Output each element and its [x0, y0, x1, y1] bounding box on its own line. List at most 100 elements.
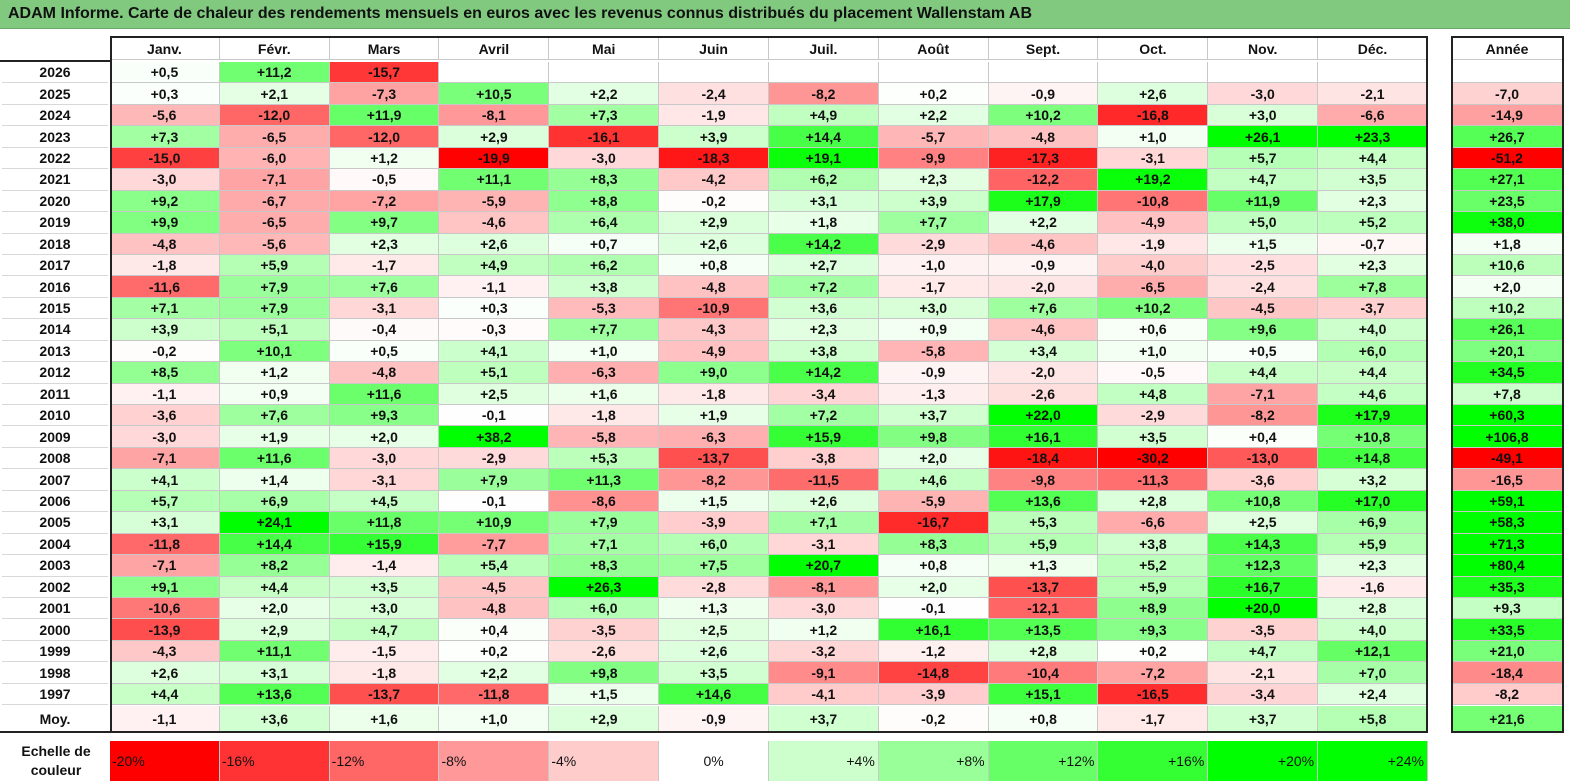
- heatmap-cell: +7,3: [549, 104, 660, 127]
- heatmap-cell: +11,1: [219, 640, 330, 663]
- heatmap-cell: -3,6: [1208, 469, 1319, 491]
- heatmap-cell: +1,6: [549, 383, 660, 406]
- heatmap-cell: -5,7: [878, 126, 989, 148]
- row-label-year: 2010: [2, 405, 108, 427]
- row-label-year: 2022: [2, 148, 108, 170]
- heatmap-cell: +3,6: [768, 297, 879, 320]
- heatmap-cell: [1098, 62, 1209, 84]
- row-label-year: 2023: [2, 126, 108, 148]
- heatmap-cell: -3,1: [329, 469, 440, 491]
- heatmap-cell: -6,0: [219, 147, 330, 170]
- annual-cell: +38,0: [1451, 212, 1564, 234]
- heatmap-cell: -4,2: [659, 169, 769, 191]
- heatmap-cell: -2,5: [1208, 254, 1319, 277]
- heatmap-cell: +7,1: [110, 297, 220, 320]
- heatmap-cell: +5,7: [1208, 147, 1319, 170]
- heatmap-cell: -0,1: [439, 405, 550, 427]
- heatmap-cell: +2,1: [219, 83, 330, 105]
- row-label-year: 2004: [2, 534, 108, 556]
- heatmap-cell: -2,0: [988, 362, 1099, 384]
- average-cell: +5,8: [1318, 706, 1428, 733]
- heatmap-cell: +14,4: [219, 533, 330, 556]
- heatmap-cell: +7,9: [549, 512, 660, 534]
- heatmap-cell: -2,8: [659, 576, 769, 598]
- row-label-year: 2003: [2, 555, 108, 577]
- heatmap-cell: +0,2: [1098, 640, 1209, 663]
- annual-cell: +10,6: [1451, 254, 1564, 277]
- heatmap-cell: +3,8: [1098, 533, 1209, 556]
- chart-title: ADAM Informe. Carte de chaleur des rende…: [8, 5, 1033, 22]
- heatmap-cell: +3,4: [988, 340, 1099, 363]
- heatmap-cell: -10,8: [1098, 190, 1209, 213]
- row-label-year: 2009: [2, 426, 108, 448]
- heatmap-cell: -6,6: [1098, 512, 1209, 534]
- heatmap-cell: +2,2: [549, 83, 660, 105]
- heatmap-cell: -14,8: [878, 662, 989, 684]
- heatmap-cell: +5,7: [110, 490, 220, 513]
- average-cell: -1,1: [110, 706, 220, 733]
- heatmap-cell: -8,1: [439, 104, 550, 127]
- heatmap-cell: -3,4: [1208, 683, 1319, 706]
- heatmap-cell: -3,0: [768, 598, 879, 620]
- heatmap-cell: -4,9: [659, 340, 769, 363]
- month-header: Juin: [659, 38, 769, 60]
- heatmap-cell: +2,3: [768, 319, 879, 341]
- annual-cell: +1,8: [1451, 233, 1564, 255]
- heatmap-cell: +2,6: [659, 233, 769, 255]
- heatmap-cell: +2,5: [439, 383, 550, 406]
- heatmap-cell: -11,5: [768, 469, 879, 491]
- heatmap-cell: -1,9: [659, 104, 769, 127]
- heatmap-cell: +1,4: [219, 469, 330, 491]
- row-label-year: 1999: [2, 641, 108, 663]
- heatmap-cell: -7,2: [329, 190, 440, 213]
- heatmap-cell: -7,1: [110, 447, 220, 470]
- heatmap-cell: +11,6: [329, 383, 440, 406]
- color-scale-swatch: +20%: [1208, 741, 1319, 781]
- heatmap-cell: -3,9: [878, 683, 989, 706]
- annual-cell: +35,3: [1451, 576, 1564, 598]
- heatmap-cell: +0,4: [439, 619, 550, 641]
- heatmap-cell: -1,2: [878, 640, 989, 663]
- heatmap-cell: -5,8: [549, 426, 660, 448]
- row-label-year: 2013: [2, 341, 108, 363]
- heatmap-cell: -5,3: [549, 297, 660, 320]
- heatmap-cell: -5,9: [439, 190, 550, 213]
- heatmap-cell: +11,3: [549, 469, 660, 491]
- heatmap-cell: -13,7: [988, 576, 1099, 598]
- heatmap-cell: +9,3: [329, 405, 440, 427]
- color-scale-swatch: -16%: [219, 741, 330, 781]
- heatmap-cell: +1,5: [659, 490, 769, 513]
- heatmap-cell: +9,8: [878, 426, 989, 448]
- row-label-year: 2016: [2, 276, 108, 298]
- heatmap-cell: +2,5: [659, 619, 769, 641]
- heatmap-cell: +1,9: [659, 405, 769, 427]
- heatmap-cell: +6,2: [768, 169, 879, 191]
- heatmap-cell: +8,3: [878, 533, 989, 556]
- heatmap-cell: +7,8: [1318, 276, 1428, 298]
- color-scale-swatch: -20%: [110, 741, 220, 781]
- heatmap-cell: +38,2: [439, 426, 550, 448]
- heatmap-cell: -3,0: [549, 147, 660, 170]
- heatmap-cell: -1,1: [110, 383, 220, 406]
- heatmap-cell: -8,1: [768, 576, 879, 598]
- heatmap-cell: -12,0: [219, 104, 330, 127]
- heatmap-cell: -2,6: [549, 640, 660, 663]
- color-scale-swatch: +12%: [988, 741, 1099, 781]
- heatmap-cell: -19,9: [439, 147, 550, 170]
- annual-cell: -7,0: [1451, 83, 1564, 105]
- heatmap-cell: -16,7: [878, 512, 989, 534]
- heatmap-cell: +11,8: [329, 512, 440, 534]
- heatmap-cell: +16,7: [1208, 576, 1319, 598]
- heatmap-cell: +26,1: [1208, 126, 1319, 148]
- heatmap-cell: -2,9: [1098, 405, 1209, 427]
- annual-cell: -14,9: [1451, 104, 1564, 127]
- heatmap-cell: +7,6: [329, 276, 440, 298]
- heatmap-cell: +4,7: [329, 619, 440, 641]
- row-label-year: 2011: [2, 384, 108, 406]
- heatmap-cell: -0,5: [1098, 362, 1209, 384]
- heatmap-cell: +5,3: [549, 447, 660, 470]
- heatmap-cell: -8,6: [549, 490, 660, 513]
- heatmap-cell: +7,5: [659, 555, 769, 577]
- heatmap-cell: [1318, 62, 1428, 84]
- heatmap-cell: +2,3: [329, 233, 440, 255]
